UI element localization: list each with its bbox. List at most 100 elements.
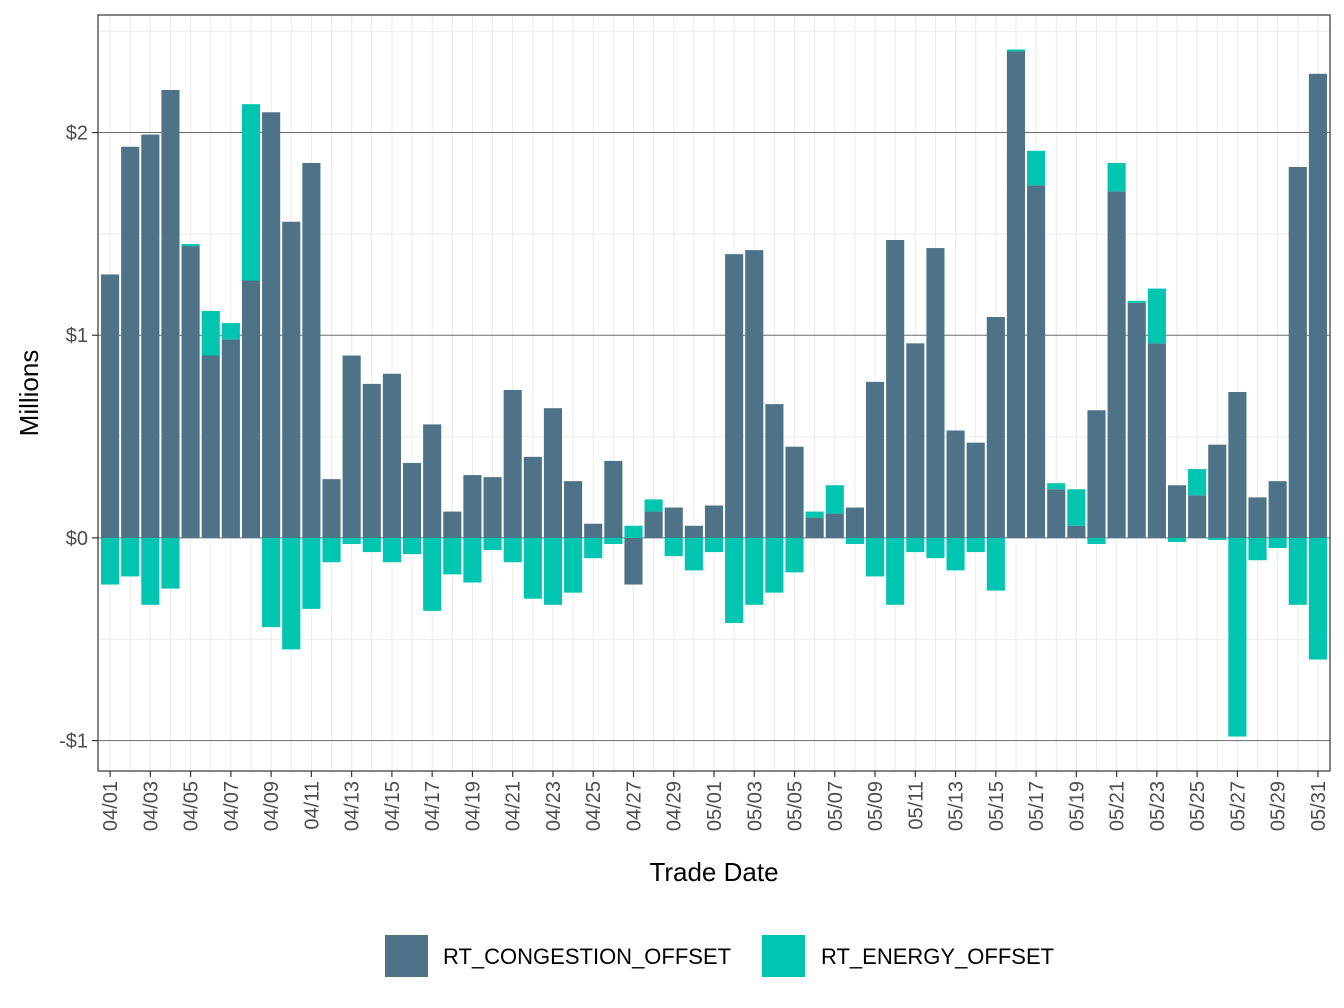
bar-congestion-04-20: [483, 477, 502, 538]
bar-energy-05-25: [1188, 469, 1207, 496]
bar-congestion-05-08: [845, 507, 864, 538]
x-tick-label: 05/29: [1268, 781, 1290, 831]
x-tick-label: 05/25: [1187, 781, 1209, 831]
bar-energy-05-22: [1127, 300, 1146, 303]
bar-energy-05-20: [1087, 537, 1106, 544]
bar-congestion-05-14: [966, 442, 985, 538]
x-tick-label: 04/29: [664, 781, 686, 831]
bar-congestion-05-17: [1027, 185, 1046, 538]
bar-congestion-04-25: [584, 523, 603, 538]
bar-energy-04-29: [664, 537, 683, 557]
y-tick-label: $1: [66, 325, 88, 347]
bar-energy-04-19: [463, 537, 482, 583]
bar-congestion-05-10: [886, 239, 905, 538]
bar-energy-05-26: [1208, 537, 1227, 540]
x-tick-label: 04/03: [140, 781, 162, 831]
bar-energy-04-13: [342, 537, 361, 544]
bar-energy-04-25: [584, 537, 603, 559]
bar-congestion-05-23: [1147, 343, 1166, 538]
bar-congestion-05-26: [1208, 444, 1227, 538]
bar-congestion-05-02: [725, 254, 744, 538]
bar-energy-04-14: [362, 537, 381, 553]
x-tick-label: 05/09: [865, 781, 887, 831]
bar-energy-04-22: [523, 537, 542, 599]
bar-congestion-04-02: [121, 146, 140, 538]
bar-energy-05-23: [1147, 288, 1166, 344]
bar-congestion-05-27: [1228, 391, 1247, 538]
bar-energy-04-15: [382, 537, 401, 563]
bar-energy-04-11: [302, 537, 321, 609]
y-tick-label: $0: [66, 528, 88, 550]
x-tick-label: 05/03: [744, 781, 766, 831]
y-axis-title: Millions: [14, 350, 44, 437]
bar-congestion-04-27: [624, 537, 643, 585]
x-tick-label: 05/11: [905, 781, 927, 830]
bar-energy-04-04: [161, 537, 180, 589]
bar-congestion-05-01: [704, 505, 724, 538]
x-tick-label: 04/27: [623, 781, 645, 831]
bar-congestion-04-26: [604, 460, 623, 538]
bar-congestion-04-05: [181, 246, 200, 538]
x-tick-label: 05/15: [986, 781, 1008, 831]
bar-energy-05-02: [725, 537, 744, 624]
x-tick-label: 05/27: [1227, 781, 1249, 831]
bar-energy-05-18: [1047, 483, 1066, 490]
bar-congestion-04-29: [664, 507, 683, 538]
bar-energy-05-17: [1027, 150, 1046, 186]
bar-congestion-05-28: [1248, 497, 1267, 538]
bar-energy-04-06: [201, 310, 220, 356]
bar-congestion-05-12: [926, 248, 945, 538]
bar-congestion-04-13: [342, 355, 361, 538]
bar-congestion-04-23: [543, 408, 563, 538]
x-tick-label: 04/25: [583, 781, 605, 831]
bar-energy-05-11: [906, 537, 925, 553]
bar-energy-05-01: [704, 537, 724, 553]
bar-congestion-05-16: [1006, 51, 1026, 538]
bar-energy-04-03: [141, 537, 160, 605]
bar-congestion-04-16: [402, 462, 422, 538]
bar-energy-05-28: [1248, 537, 1267, 561]
bar-congestion-05-09: [865, 381, 885, 538]
bar-congestion-05-05: [785, 446, 804, 538]
bar-congestion-04-10: [282, 221, 301, 538]
bar-congestion-05-21: [1107, 191, 1126, 538]
bar-energy-04-27: [624, 525, 643, 538]
x-tick-label: 04/13: [342, 781, 364, 831]
bar-energy-05-05: [785, 537, 804, 573]
bar-energy-05-03: [745, 537, 764, 605]
bar-energy-04-09: [262, 537, 281, 628]
bar-congestion-05-04: [765, 404, 784, 538]
x-tick-label: 05/17: [1026, 781, 1048, 831]
legend-label-congestion: RT_CONGESTION_OFFSET: [443, 944, 731, 969]
bar-energy-05-31: [1308, 537, 1327, 660]
x-tick-label: 05/01: [704, 781, 726, 831]
bar-congestion-05-29: [1268, 481, 1287, 538]
bar-energy-05-27: [1228, 537, 1247, 737]
bar-congestion-04-18: [443, 511, 462, 538]
x-tick-label: 05/31: [1308, 781, 1330, 831]
x-tick-label: 04/11: [301, 781, 323, 830]
bar-energy-05-19: [1067, 489, 1086, 526]
bar-congestion-05-03: [745, 250, 764, 538]
bar-congestion-04-03: [141, 134, 160, 538]
bar-congestion-05-13: [946, 430, 965, 538]
bar-energy-05-24: [1167, 537, 1187, 542]
bar-congestion-04-01: [101, 274, 120, 538]
x-tick-label: 04/21: [503, 781, 525, 831]
plot-area: -$1 $0 $1 $2 04/01 04/03 04/05 04/07 04/09 04/11 0…: [59, 14, 1331, 831]
x-tick-label: 04/23: [543, 781, 565, 831]
bar-congestion-04-22: [523, 456, 542, 538]
x-tick-label: 05/07: [825, 781, 847, 831]
bar-congestion-05-30: [1288, 167, 1307, 538]
bar-congestion-05-18: [1047, 489, 1066, 538]
bar-congestion-05-11: [906, 343, 925, 538]
bar-congestion-04-21: [503, 389, 522, 538]
x-tick-label: 04/09: [261, 781, 283, 831]
bar-energy-05-30: [1288, 537, 1307, 605]
bar-congestion-05-31: [1308, 73, 1327, 538]
bar-congestion-05-22: [1127, 302, 1146, 538]
bar-congestion-05-15: [986, 316, 1005, 538]
bar-energy-04-01: [101, 537, 120, 585]
bar-congestion-04-06: [201, 355, 220, 538]
